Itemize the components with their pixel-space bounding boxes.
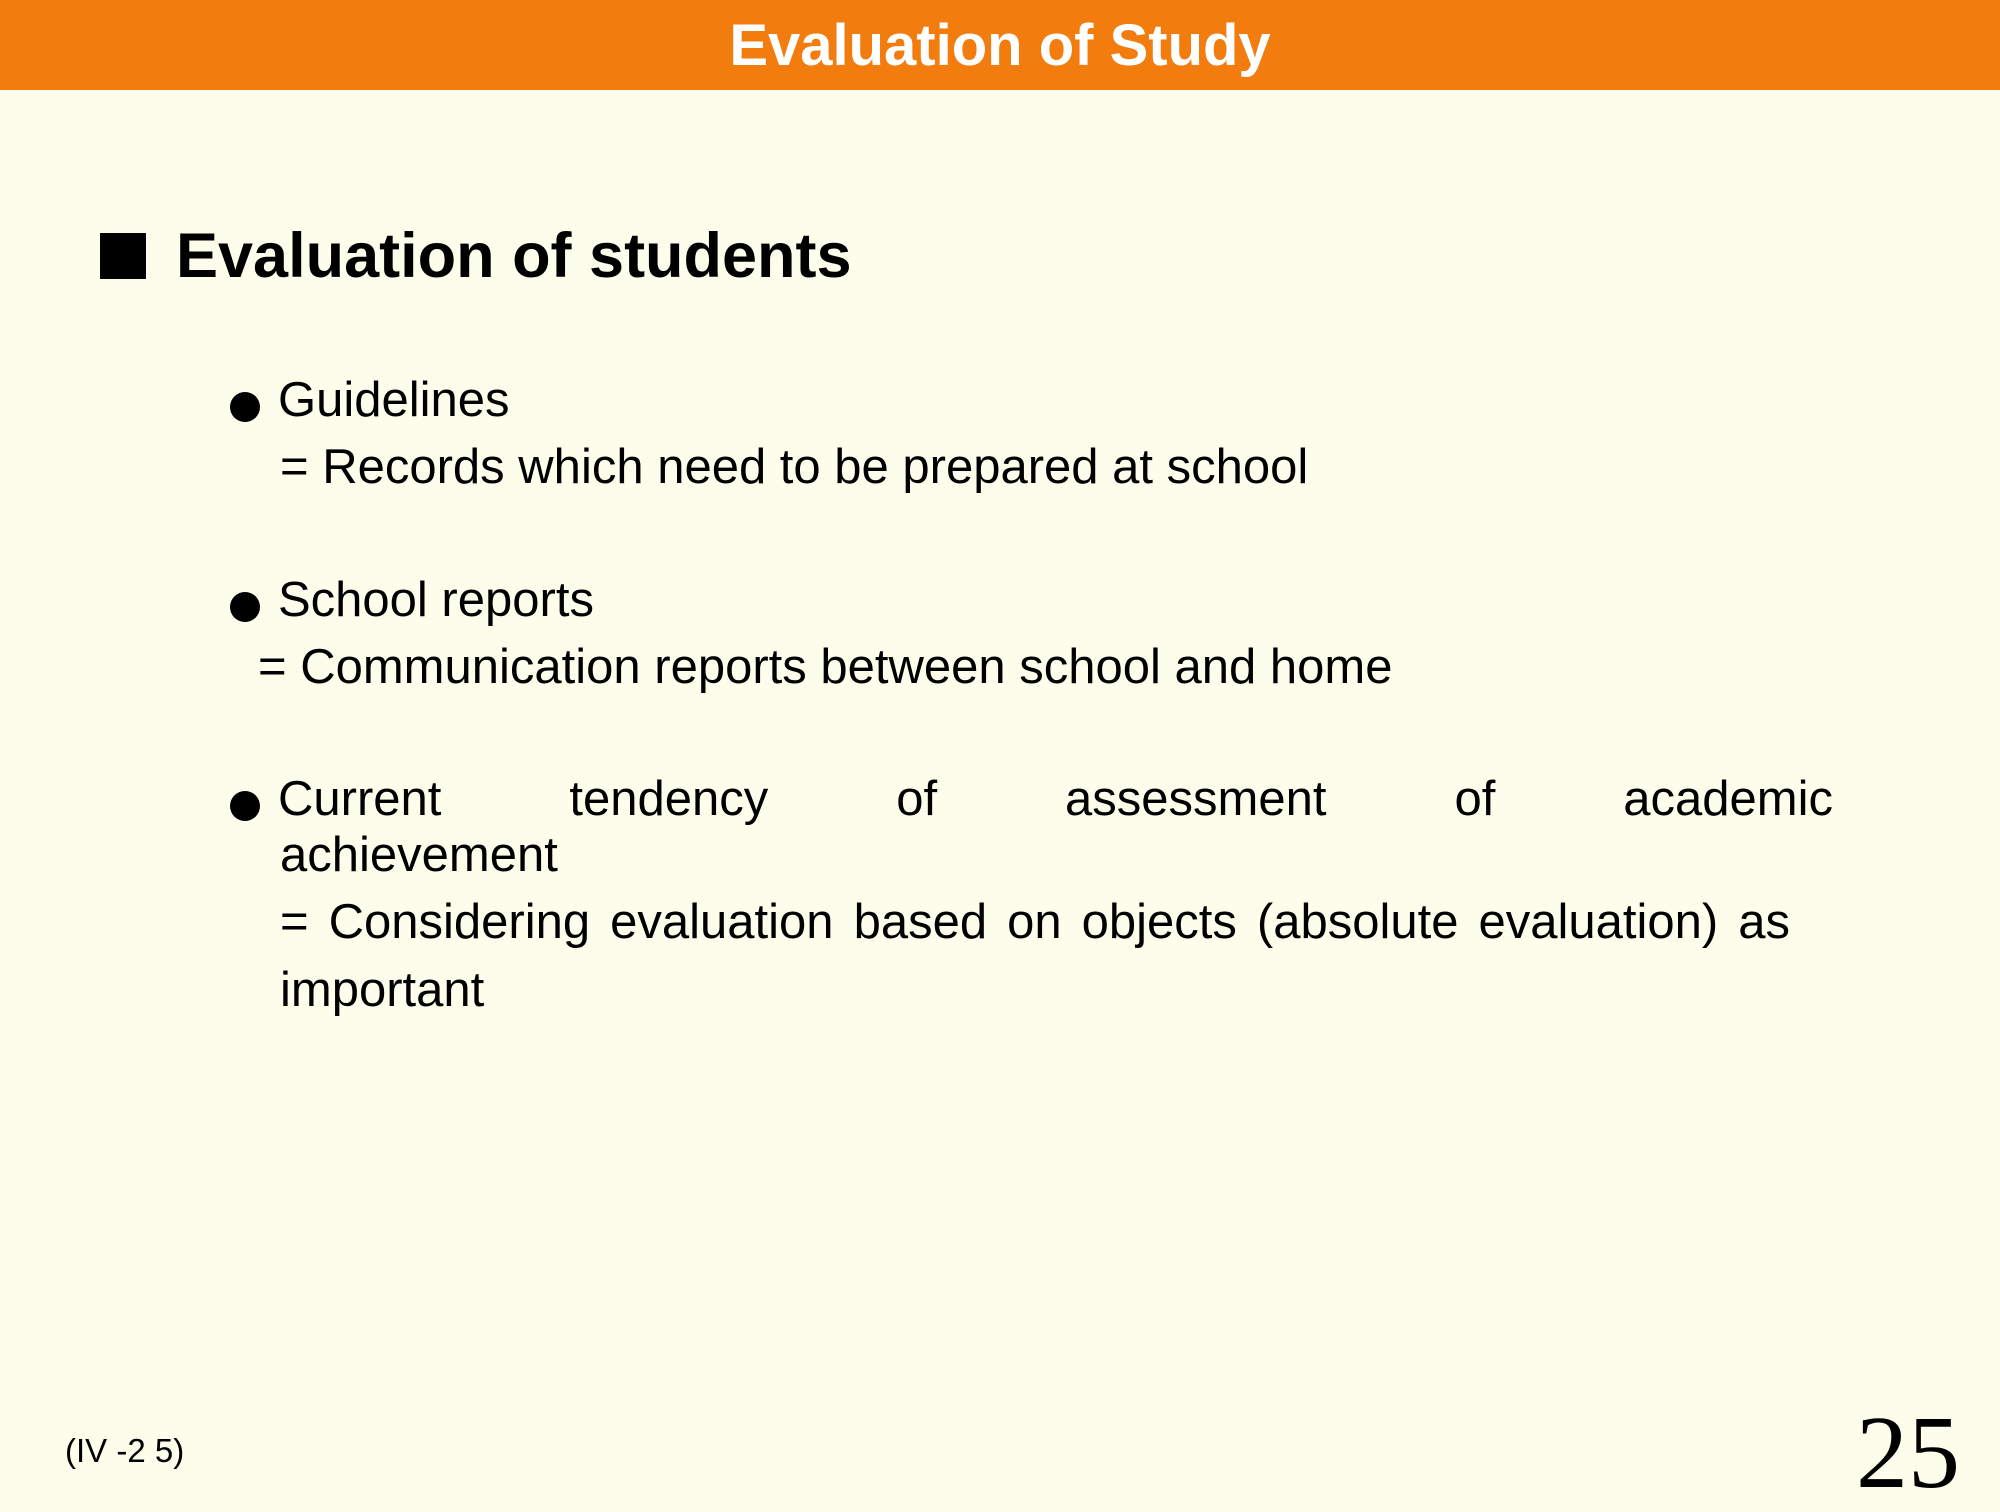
- footer-reference: (IV -2 5): [65, 1432, 184, 1470]
- page-number: 25: [1856, 1393, 1960, 1512]
- page-title: Evaluation of Study: [729, 12, 1270, 79]
- bullet-title-line1: Current tendency of assessment of academ…: [278, 771, 1833, 827]
- round-bullet-icon: [230, 592, 260, 622]
- round-bullet-icon: [230, 791, 260, 821]
- bullet-title: School reports: [278, 572, 594, 628]
- bullet-description: = Records which need to be prepared at s…: [230, 434, 1900, 502]
- header-bar: Evaluation of Study: [0, 0, 2000, 90]
- list-item: School reports = Communication reports b…: [230, 572, 1900, 702]
- content-area: Evaluation of students Guidelines = Reco…: [0, 90, 2000, 1024]
- bullet-title: Guidelines: [278, 372, 510, 428]
- square-bullet-icon: [100, 233, 146, 279]
- section-heading: Evaluation of students: [100, 220, 1900, 292]
- bullet-description: = Communication reports between school a…: [230, 634, 1900, 702]
- bullet-title-line2: achievement: [230, 827, 1900, 883]
- bullet-description: = Considering evaluation based on object…: [230, 889, 1790, 1024]
- round-bullet-icon: [230, 392, 260, 422]
- list-item: Current tendency of assessment of academ…: [230, 771, 1900, 1024]
- section-title: Evaluation of students: [176, 220, 852, 292]
- bullet-title: Current tendency of assessment of academ…: [278, 771, 1833, 827]
- bullet-list: Guidelines = Records which need to be pr…: [100, 372, 1900, 1024]
- list-item: Guidelines = Records which need to be pr…: [230, 372, 1900, 502]
